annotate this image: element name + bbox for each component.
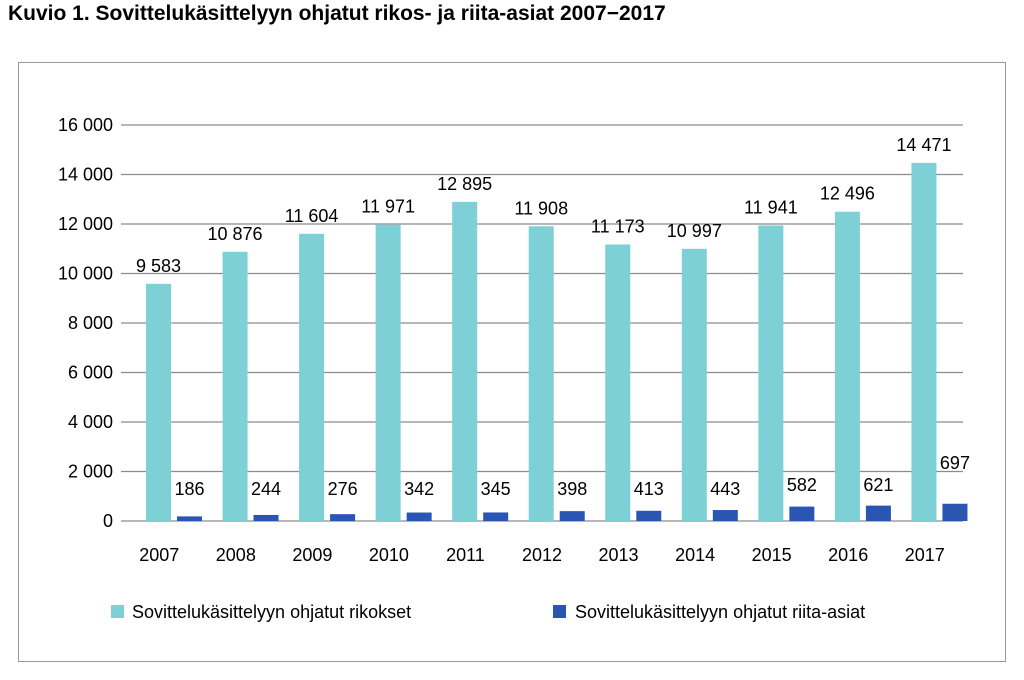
x-tick-label: 2016 — [828, 545, 868, 565]
bar-riita — [712, 510, 738, 521]
data-label-rikokset: 11 941 — [744, 197, 798, 217]
x-tick-label: 2012 — [522, 545, 562, 565]
chart-title: Kuvio 1. Sovittelukäsittelyyn ohjatut ri… — [8, 2, 666, 25]
data-label-riita: 697 — [940, 453, 970, 473]
legend-label-riita: Sovittelukäsittelyyn ohjatut riita-asiat — [575, 602, 865, 622]
bar-rikokset — [758, 225, 784, 521]
data-label-riita: 413 — [634, 479, 664, 499]
bar-rikokset — [681, 248, 707, 521]
data-label-riita: 582 — [787, 475, 817, 495]
data-label-rikokset: 12 496 — [820, 184, 875, 204]
data-label-rikokset: 10 997 — [667, 221, 722, 241]
data-label-rikokset: 14 471 — [896, 135, 951, 155]
x-tick-label: 2008 — [216, 545, 256, 565]
legend-label-rikokset: Sovittelukäsittelyyn ohjatut rikokset — [132, 602, 411, 622]
y-tick-label: 8 000 — [68, 313, 113, 333]
data-label-riita: 345 — [481, 479, 511, 499]
bar-rikokset — [911, 162, 937, 521]
bar-riita — [406, 512, 432, 521]
bar-riita — [942, 503, 968, 521]
y-tick-label: 16 000 — [58, 115, 113, 135]
x-tick-label: 2007 — [139, 545, 179, 565]
data-label-rikokset: 12 895 — [437, 174, 492, 194]
x-tick-label: 2010 — [369, 545, 409, 565]
data-label-riita: 443 — [710, 479, 740, 499]
data-label-rikokset: 11 908 — [514, 198, 568, 218]
bar-riita — [253, 514, 279, 521]
data-label-rikokset: 10 876 — [208, 224, 263, 244]
chart-frame: 0 2 000 4 000 6 000 8 000 10 000 12 000 14 000 1… — [18, 62, 1006, 662]
x-tick-label: 2014 — [675, 545, 715, 565]
y-tick-label: 0 — [103, 511, 113, 531]
bar-rikokset — [299, 233, 325, 521]
y-tick-label: 12 000 — [58, 214, 113, 234]
bar-rikokset — [528, 226, 554, 522]
data-label-rikokset: 11 604 — [285, 206, 339, 226]
x-tick-label: 2013 — [599, 545, 639, 565]
x-tick-label: 2017 — [905, 545, 945, 565]
data-label-riita: 398 — [557, 479, 587, 499]
bar-rikokset — [834, 211, 860, 521]
y-tick-label: 14 000 — [58, 165, 113, 185]
data-label-riita: 276 — [328, 479, 358, 499]
bar-chart: 0 2 000 4 000 6 000 8 000 10 000 12 000 14 000 1… — [58, 115, 970, 622]
y-tick-label: 10 000 — [58, 264, 113, 284]
legend-swatch-riita — [553, 605, 566, 618]
bar-riita — [330, 514, 356, 521]
bar-riita — [177, 516, 202, 521]
bar-riita — [483, 512, 509, 521]
bar-rikokset — [222, 251, 248, 521]
data-label-riita: 186 — [174, 479, 204, 499]
data-label-riita: 244 — [251, 479, 281, 499]
y-tick-label: 2 000 — [68, 462, 113, 482]
bar-riita — [559, 511, 585, 521]
bar-rikokset — [375, 224, 401, 521]
bar-rikokset — [146, 283, 171, 521]
y-tick-label: 4 000 — [68, 412, 113, 432]
bar-riita — [865, 505, 891, 521]
x-tick-label: 2015 — [752, 545, 792, 565]
x-tick-label: 2009 — [292, 545, 332, 565]
x-tick-label: 2011 — [446, 545, 485, 565]
data-label-riita: 621 — [863, 475, 893, 495]
data-label-rikokset: 11 971 — [361, 197, 415, 217]
bar-rikokset — [605, 244, 631, 521]
data-label-riita: 342 — [404, 479, 434, 499]
legend-swatch-rikokset — [111, 605, 124, 618]
y-tick-label: 6 000 — [68, 363, 113, 383]
bar-riita — [636, 510, 662, 521]
data-label-rikokset: 9 583 — [136, 256, 181, 276]
bar-rikokset — [452, 201, 478, 521]
data-label-rikokset: 11 173 — [591, 216, 645, 236]
bar-riita — [789, 506, 815, 521]
